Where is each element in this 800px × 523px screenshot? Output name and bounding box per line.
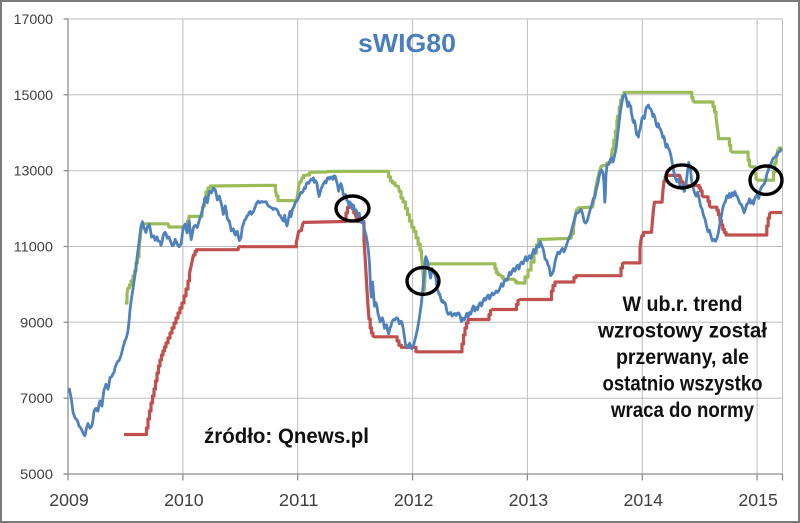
svg-text:2012: 2012	[394, 490, 434, 510]
svg-text:źródło: Qnews.pl: źródło: Qnews.pl	[204, 425, 369, 448]
svg-text:11000: 11000	[14, 239, 54, 255]
svg-text:5000: 5000	[20, 466, 53, 482]
svg-text:2009: 2009	[49, 490, 89, 510]
svg-text:9000: 9000	[20, 314, 53, 330]
svg-text:2013: 2013	[509, 490, 549, 510]
svg-text:2015: 2015	[738, 490, 778, 510]
svg-text:ostatnio wszystko: ostatnio wszystko	[603, 373, 763, 396]
svg-text:17000: 17000	[14, 11, 54, 27]
svg-text:15000: 15000	[14, 87, 54, 103]
svg-text:2014: 2014	[624, 490, 664, 510]
svg-text:2010: 2010	[164, 490, 204, 510]
svg-text:przerwany, ale: przerwany, ale	[616, 346, 749, 369]
svg-text:7000: 7000	[20, 390, 53, 406]
svg-text:13000: 13000	[14, 163, 54, 179]
svg-text:sWIG80: sWIG80	[358, 28, 456, 58]
svg-text:wraca do normy: wraca do normy	[610, 399, 754, 422]
svg-text:wzrostowy został: wzrostowy został	[597, 320, 767, 343]
svg-text:W ub.r. trend: W ub.r. trend	[623, 293, 743, 316]
svg-text:2011: 2011	[279, 490, 319, 510]
